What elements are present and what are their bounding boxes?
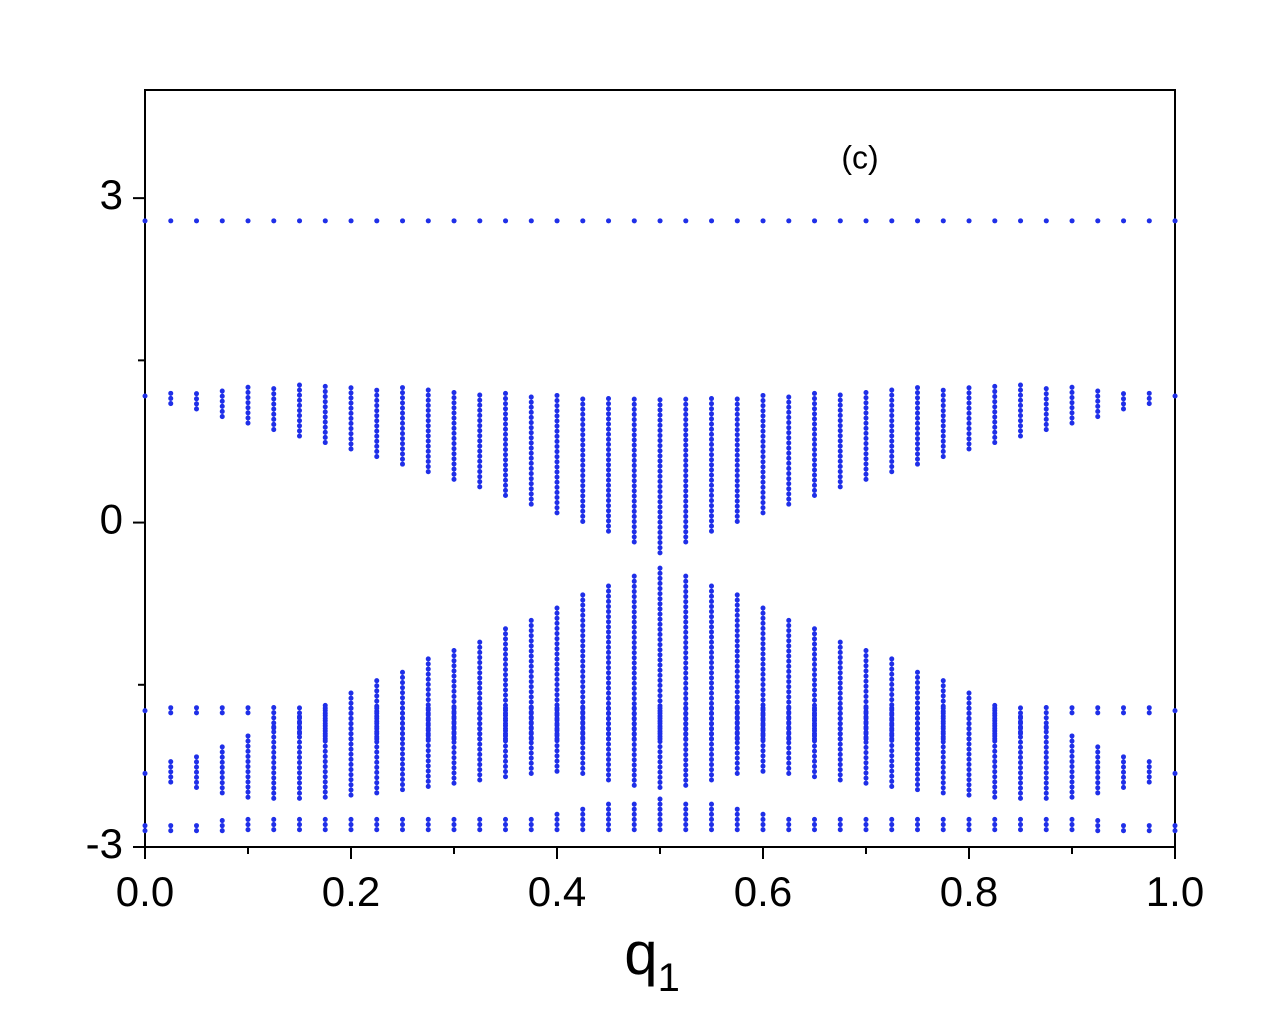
x-label-main: q — [624, 920, 657, 987]
x-axis-label: q1 — [624, 920, 680, 1000]
x-tick-label: 0.8 — [940, 868, 998, 915]
y-tick-label: 0 — [100, 496, 123, 543]
annotation: (c) — [841, 139, 878, 175]
x-tick-label: 1.0 — [1146, 868, 1204, 915]
x-tick-label: 0.4 — [528, 868, 586, 915]
y-tick-label: -3 — [86, 820, 123, 867]
x-tick-label: 0.2 — [322, 868, 380, 915]
x-tick-label: 0.0 — [116, 868, 174, 915]
x-tick-label: 0.6 — [734, 868, 792, 915]
y-tick-label: 3 — [100, 171, 123, 218]
x-label-subscript: 1 — [658, 956, 680, 1000]
